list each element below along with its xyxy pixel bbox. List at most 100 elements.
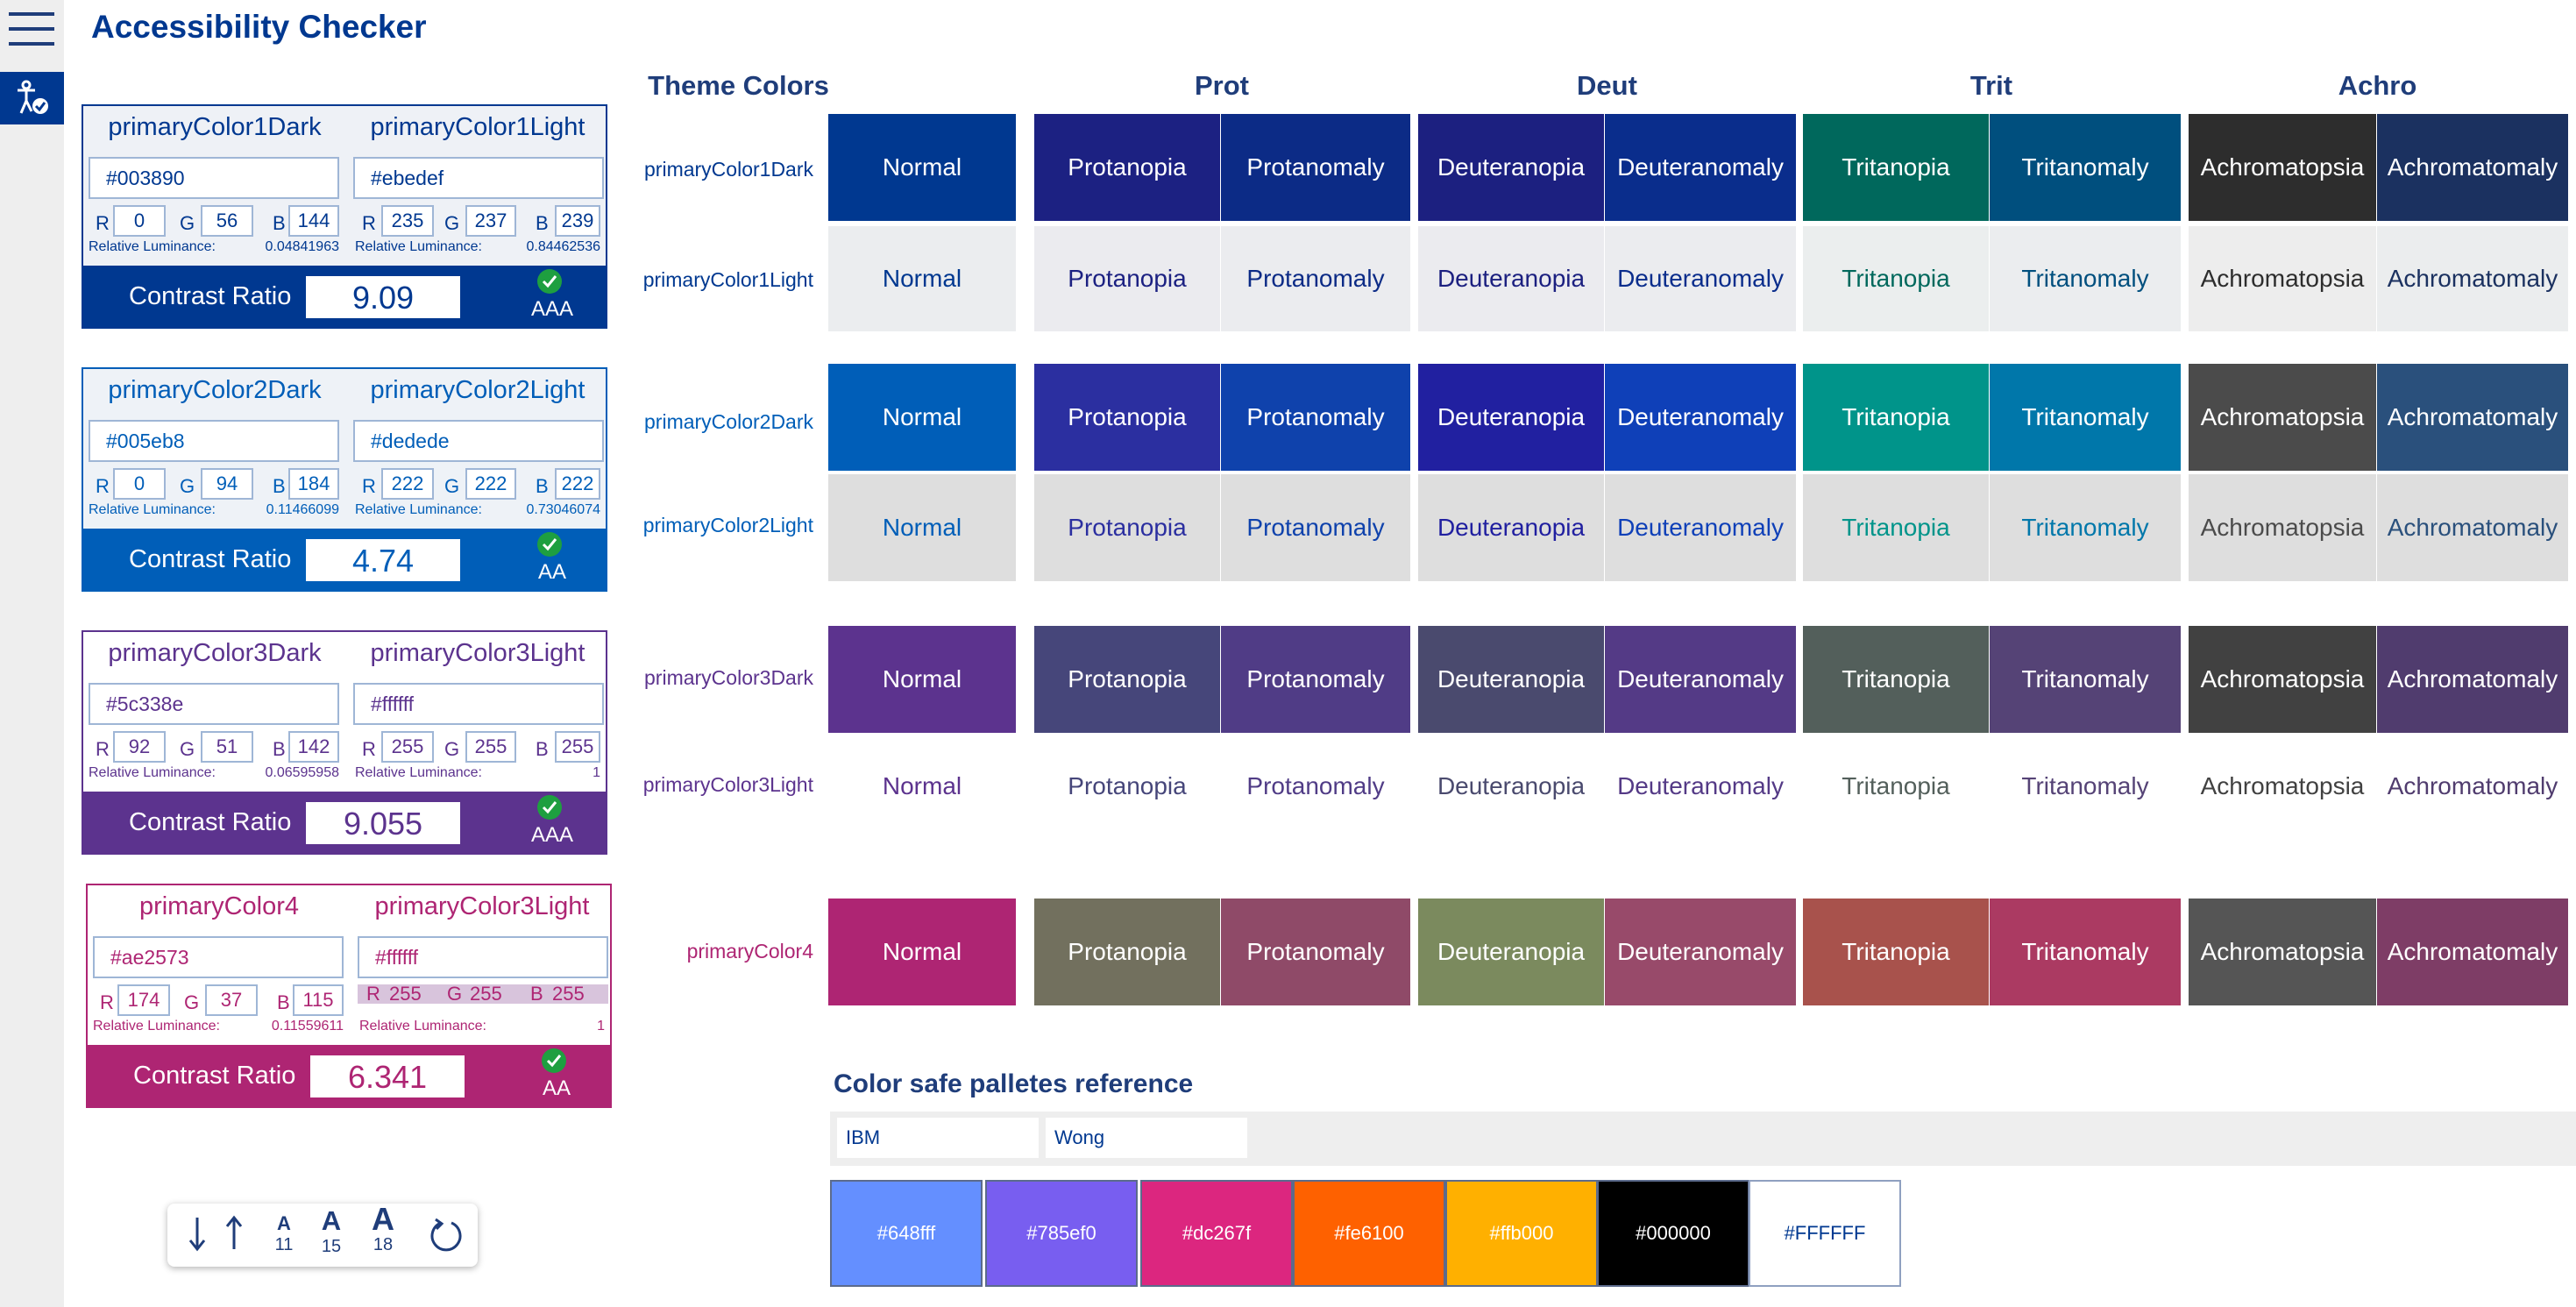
light-hex-input[interactable]: #ffffff xyxy=(358,936,608,978)
dark-r-input[interactable]: 92 xyxy=(113,731,166,763)
swatch-achromatomaly: Achromatomaly xyxy=(2377,226,2568,331)
row-label: primaryColor2Dark xyxy=(644,410,813,433)
swatch-achromatomaly: Achromatomaly xyxy=(2377,364,2568,471)
dark-b-input[interactable]: 142 xyxy=(288,731,339,763)
dark-lum-label: Relative Luminance: xyxy=(93,1019,220,1034)
font-small-size: 11 xyxy=(274,1235,294,1254)
swatch-normal: Normal xyxy=(828,474,1016,581)
swatch-deuteranomaly: Deuteranomaly xyxy=(1605,364,1796,471)
palette-swatch[interactable]: #FFFFFF xyxy=(1749,1180,1901,1287)
swatch-achromatopsia: Achromatopsia xyxy=(2189,733,2376,840)
light-r-input[interactable]: 255 xyxy=(381,731,434,763)
dark-r-input[interactable]: 174 xyxy=(117,984,170,1016)
light-b-input[interactable]: 255 xyxy=(555,731,600,763)
hamburger-menu-icon[interactable] xyxy=(9,12,54,47)
swatch-normal: Normal xyxy=(828,899,1016,1005)
light-hex-input[interactable]: #ebedef xyxy=(353,157,604,199)
light-b-input[interactable]: 222 xyxy=(555,468,600,500)
dark-b-input[interactable]: 184 xyxy=(288,468,339,500)
light-b-input[interactable]: 239 xyxy=(555,205,600,237)
light-hex-input[interactable]: #dedede xyxy=(353,420,604,462)
contrast-ratio-bar: Contrast Ratio 4.74 AA xyxy=(83,529,606,590)
column-header-prot: Prot xyxy=(1195,70,1249,101)
swatch-tritanopia: Tritanopia xyxy=(1803,474,1989,581)
contrast-ratio-label: Contrast Ratio xyxy=(129,282,292,310)
light-r-value: 255 xyxy=(389,983,422,1005)
palette-swatch[interactable]: #ffb000 xyxy=(1445,1180,1598,1287)
wcag-level-badge: AAA xyxy=(530,823,574,847)
reset-icon[interactable] xyxy=(427,1216,465,1254)
swatch-protanomaly: Protanomaly xyxy=(1221,114,1410,221)
swatch-tritanomaly: Tritanomaly xyxy=(1990,364,2181,471)
swatch-deuteranomaly: Deuteranomaly xyxy=(1605,626,1796,733)
dark-lum-value: 0.11466099 xyxy=(266,502,339,517)
contrast-ratio-label: Contrast Ratio xyxy=(129,545,292,573)
light-r-input[interactable]: 235 xyxy=(381,205,434,237)
palette-tab-wong[interactable]: Wong xyxy=(1046,1118,1247,1158)
swatch-deuteranopia: Deuteranopia xyxy=(1418,474,1604,581)
pass-check-icon xyxy=(537,269,562,294)
light-lum-label: Relative Luminance: xyxy=(355,239,482,254)
dark-hex-input[interactable]: #005eb8 xyxy=(89,420,339,462)
app-title: Accessibility Checker xyxy=(91,9,427,45)
dark-g-input[interactable]: 94 xyxy=(201,468,253,500)
dark-g-label: G xyxy=(180,475,195,497)
light-g-input[interactable]: 237 xyxy=(465,205,516,237)
font-size-small-button[interactable]: A 11 xyxy=(271,1212,297,1255)
accessibility-check-icon[interactable] xyxy=(0,72,64,124)
dark-hex-input[interactable]: #5c338e xyxy=(89,683,339,725)
contrast-ratio-value: 6.341 xyxy=(310,1055,465,1097)
dark-r-input[interactable]: 0 xyxy=(113,205,166,237)
dark-g-label: G xyxy=(180,212,195,234)
font-size-medium-button[interactable]: A 15 xyxy=(316,1205,346,1257)
swatch-tritanopia: Tritanopia xyxy=(1803,899,1989,1005)
swatch-protanomaly: Protanomaly xyxy=(1221,364,1410,471)
light-r-input[interactable]: 222 xyxy=(381,468,434,500)
palette-swatch[interactable]: #785ef0 xyxy=(985,1180,1138,1287)
column-header-deut: Deut xyxy=(1577,70,1637,101)
dark-g-input[interactable]: 37 xyxy=(205,984,258,1016)
contrast-card: primaryColor2Dark primaryColor2Light #00… xyxy=(82,367,607,592)
dark-hex-input[interactable]: #ae2573 xyxy=(93,936,344,978)
light-g-input[interactable]: 222 xyxy=(465,468,516,500)
column-header-achro: Achro xyxy=(2338,70,2417,101)
sort-ascending-icon[interactable] xyxy=(225,1214,243,1256)
swatch-achromatopsia: Achromatopsia xyxy=(2189,474,2376,581)
light-lum-value: 1 xyxy=(593,765,600,780)
swatch-achromatomaly: Achromatomaly xyxy=(2377,474,2568,581)
contrast-ratio-value: 9.055 xyxy=(306,802,460,844)
dark-color-name: primaryColor3Dark xyxy=(108,639,322,667)
light-r-label: R xyxy=(362,212,376,234)
dark-g-input[interactable]: 56 xyxy=(201,205,253,237)
swatch-achromatopsia: Achromatopsia xyxy=(2189,899,2376,1005)
palette-swatch[interactable]: #dc267f xyxy=(1140,1180,1293,1287)
swatch-deuteranopia: Deuteranopia xyxy=(1418,114,1604,221)
font-large-glyph: A xyxy=(372,1201,394,1237)
dark-b-input[interactable]: 144 xyxy=(288,205,339,237)
dark-lum-label: Relative Luminance: xyxy=(89,502,216,517)
dark-r-input[interactable]: 0 xyxy=(113,468,166,500)
font-size-large-button[interactable]: A 18 xyxy=(365,1204,401,1255)
contrast-ratio-label: Contrast Ratio xyxy=(133,1062,296,1090)
sort-descending-icon[interactable] xyxy=(188,1214,206,1256)
row-label: primaryColor2Light xyxy=(642,514,813,536)
dark-b-input[interactable]: 115 xyxy=(293,984,344,1016)
light-g-input[interactable]: 255 xyxy=(465,731,516,763)
light-color-name: primaryColor2Light xyxy=(370,376,585,404)
row-label: primaryColor3Dark xyxy=(644,666,813,689)
palette-swatch[interactable]: #648fff xyxy=(830,1180,983,1287)
swatch-deuteranomaly: Deuteranomaly xyxy=(1605,114,1796,221)
swatch-deuteranopia: Deuteranopia xyxy=(1418,626,1604,733)
dark-lum-value: 0.11559611 xyxy=(271,1019,344,1034)
light-hex-input[interactable]: #ffffff xyxy=(353,683,604,725)
light-g-label: G xyxy=(444,212,460,234)
palette-swatch[interactable]: #000000 xyxy=(1597,1180,1749,1287)
dark-r-label: R xyxy=(96,475,110,497)
wcag-level-badge: AA xyxy=(542,1076,571,1100)
dark-hex-input[interactable]: #003890 xyxy=(89,157,339,199)
dark-g-input[interactable]: 51 xyxy=(201,731,253,763)
palette-swatch[interactable]: #fe6100 xyxy=(1293,1180,1445,1287)
dark-color-name: primaryColor2Dark xyxy=(108,376,322,404)
light-g-label: G xyxy=(447,983,463,1005)
palette-tab-ibm[interactable]: IBM xyxy=(837,1118,1039,1158)
